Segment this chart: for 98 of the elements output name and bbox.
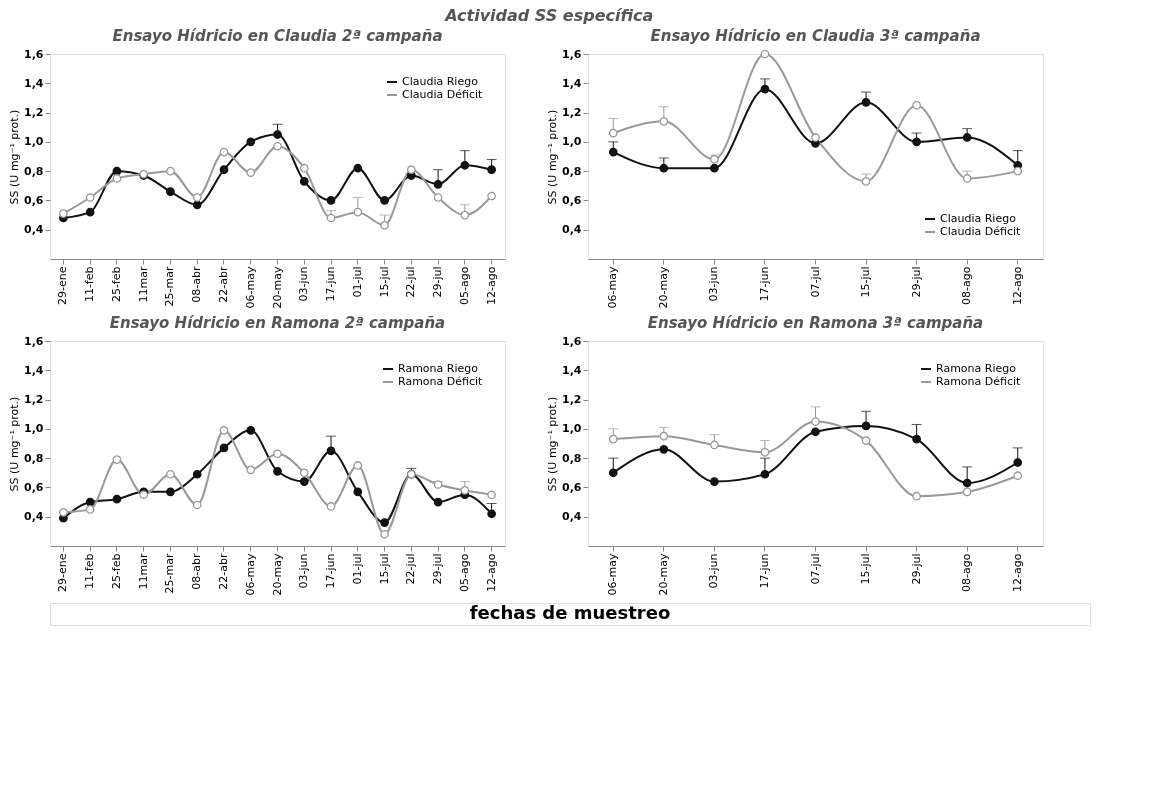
x-tick-label: 20-may — [656, 266, 670, 309]
x-tick-label: 06-may — [606, 266, 620, 309]
y-tick-label: 1,4 — [24, 76, 44, 90]
x-tick-label: 22-jul — [404, 553, 418, 585]
x-tick-label: 22-jul — [404, 266, 418, 298]
x-tick-label: 29-jul — [909, 553, 923, 585]
y-tick-label: 0,8 — [562, 451, 582, 465]
x-tick-label: 22-abr — [216, 553, 230, 590]
y-tick-label: 0,4 — [562, 510, 582, 524]
x-tick-label: 03-jun — [707, 553, 721, 589]
chart-title: Ensayo Hídricio en Claudia 3ª campaña — [650, 26, 981, 45]
y-tick-label: 1,0 — [562, 135, 582, 149]
x-tick-label: 29-ene — [56, 266, 70, 305]
x-tick-label: 06-may — [606, 553, 620, 596]
x-tick-label: 29-jul — [909, 266, 923, 298]
chart-title: Ensayo Hídricio en Ramona 3ª campaña — [647, 314, 984, 332]
y-axis-title: SS (U mg⁻¹ prot.) — [546, 109, 560, 205]
y-tick-label: 1,6 — [562, 47, 582, 61]
x-tick-label: 25-mar — [163, 266, 177, 307]
legend-label: Claudia Riego — [402, 75, 479, 88]
y-tick-label: 1,4 — [562, 363, 582, 377]
x-tick-label: 07-jul — [808, 553, 822, 585]
y-tick-label: 1,6 — [562, 334, 582, 348]
text: Actividad SS específica — [443, 6, 654, 26]
x-tick-label: 03-jun — [297, 266, 311, 302]
x-tick-label: 07-jul — [808, 266, 822, 298]
x-tick-label: 11-feb — [83, 553, 97, 590]
y-tick-label: 1,2 — [24, 106, 44, 120]
x-tick-label: 17-jun — [324, 266, 338, 302]
chart-title: Ensayo Hídricio en Ramona 2ª campaña — [109, 314, 446, 332]
y-tick-label: 1,2 — [562, 106, 582, 120]
x-tick-label: 01-jul — [350, 266, 364, 298]
y-tick-label: 1,4 — [562, 76, 582, 90]
x-tick-label: 12-ago — [484, 553, 498, 592]
x-tick-label: 29-jul — [431, 553, 445, 585]
x-tick-label: 15-jul — [859, 266, 873, 298]
y-tick-label: 1,2 — [24, 393, 44, 407]
y-tick-label: 1,0 — [24, 422, 44, 436]
x-tick-label: 20-may — [270, 553, 284, 596]
y-tick-label: 0,6 — [24, 480, 44, 494]
x-tick-label: 12-ago — [1010, 266, 1024, 305]
x-tick-label: 08-abr — [190, 266, 204, 303]
x-tick-label: 15-jul — [377, 553, 391, 585]
y-tick-label: 0,4 — [24, 223, 44, 237]
x-tick-label: 22-abr — [216, 266, 230, 303]
y-tick-label: 1,0 — [562, 422, 582, 436]
x-tick-label: 17-jun — [757, 266, 771, 302]
y-tick-label: 0,4 — [562, 223, 582, 237]
x-tick-label: 12-ago — [484, 266, 498, 305]
x-tick-label: 25-feb — [109, 266, 123, 303]
y-tick-label: 1,0 — [24, 135, 44, 149]
x-tick-label: 17-jun — [324, 553, 338, 589]
x-tick-label: 17-jun — [757, 553, 771, 589]
y-tick-label: 0,4 — [24, 510, 44, 524]
x-tick-label: 11-feb — [83, 266, 97, 303]
x-tick-label: 20-may — [656, 553, 670, 596]
y-tick-label: 1,4 — [24, 363, 44, 377]
x-tick-label: 08-ago — [960, 266, 974, 305]
y-axis-title: SS (U mg⁻¹ prot.) — [546, 396, 560, 492]
text: fechas de muestreo — [469, 602, 671, 623]
x-tick-label: 05-ago — [457, 266, 471, 305]
y-tick-label: 0,6 — [562, 193, 582, 207]
legend-label: Claudia Déficit — [940, 225, 1021, 238]
chart-title: Ensayo Hídricio en Claudia 2ª campaña — [112, 27, 443, 45]
y-tick-label: 0,8 — [562, 164, 582, 178]
legend-label: Ramona Déficit — [398, 375, 484, 388]
x-tick-label: 08-abr — [190, 553, 204, 590]
x-tick-label: 25-feb — [109, 553, 123, 590]
x-tick-label: 01-jul — [350, 553, 364, 585]
x-tick-label: 15-jul — [377, 266, 391, 298]
x-tick-label: 03-jun — [297, 553, 311, 589]
y-tick-label: 0,8 — [24, 164, 44, 178]
x-tick-label: 15-jul — [859, 553, 873, 585]
y-tick-label: 0,8 — [24, 451, 44, 465]
x-tick-label: 06-may — [243, 266, 257, 309]
x-tick-label: 11mar — [136, 266, 150, 303]
x-tick-label: 08-ago — [960, 553, 974, 592]
y-tick-label: 1,6 — [24, 334, 44, 348]
y-tick-label: 1,2 — [562, 393, 582, 407]
x-tick-label: 29-jul — [431, 266, 445, 298]
legend-label: Ramona Déficit — [936, 375, 1022, 388]
legend-label: Claudia Riego — [940, 212, 1017, 225]
y-tick-label: 0,6 — [24, 193, 44, 207]
legend-label: Claudia Déficit — [402, 88, 483, 101]
y-axis-title: SS (U mg⁻¹ prot.) — [8, 396, 22, 492]
legend-label: Ramona Riego — [936, 362, 1017, 375]
y-tick-label: 1,6 — [24, 47, 44, 61]
x-tick-label: 11mar — [136, 553, 150, 590]
x-tick-label: 20-may — [270, 266, 284, 309]
x-tick-label: 12-ago — [1010, 553, 1024, 592]
legend-label: Ramona Riego — [398, 362, 479, 375]
y-tick-label: 0,6 — [562, 480, 582, 494]
x-tick-label: 29-ene — [56, 553, 70, 592]
x-tick-label: 25-mar — [163, 553, 177, 594]
x-tick-label: 06-may — [243, 553, 257, 596]
y-axis-title: SS (U mg⁻¹ prot.) — [8, 109, 22, 205]
x-tick-label: 03-jun — [707, 266, 721, 302]
x-tick-label: 05-ago — [457, 553, 471, 592]
